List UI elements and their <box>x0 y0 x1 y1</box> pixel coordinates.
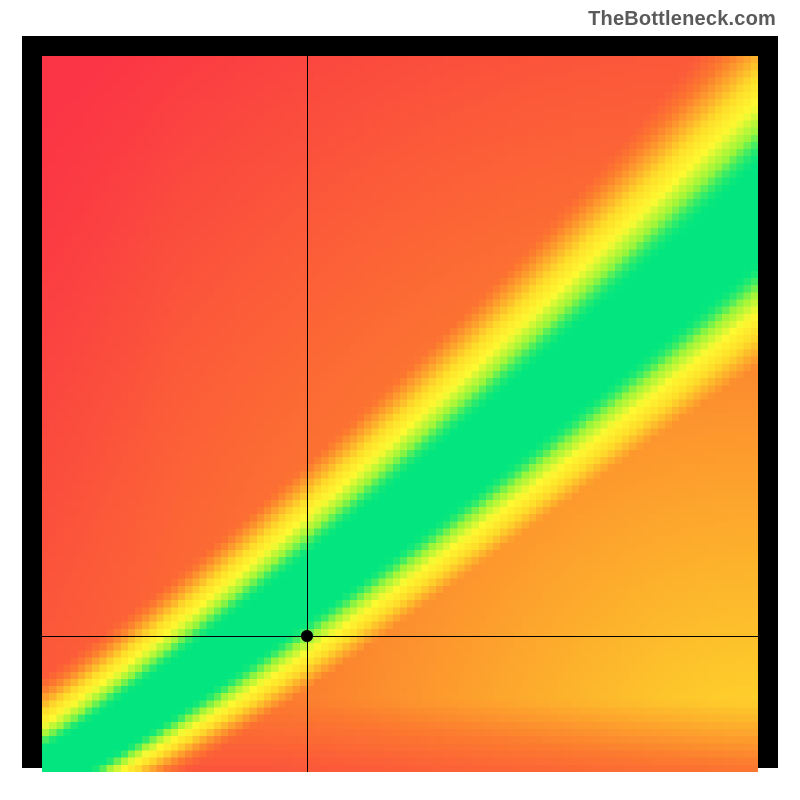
crosshair-vertical <box>307 56 308 772</box>
crosshair-marker-dot <box>301 630 313 642</box>
crosshair-horizontal <box>42 636 758 637</box>
heatmap-plot-area <box>42 56 758 772</box>
heatmap-canvas <box>42 56 758 772</box>
watermark-text: TheBottleneck.com <box>588 8 776 31</box>
